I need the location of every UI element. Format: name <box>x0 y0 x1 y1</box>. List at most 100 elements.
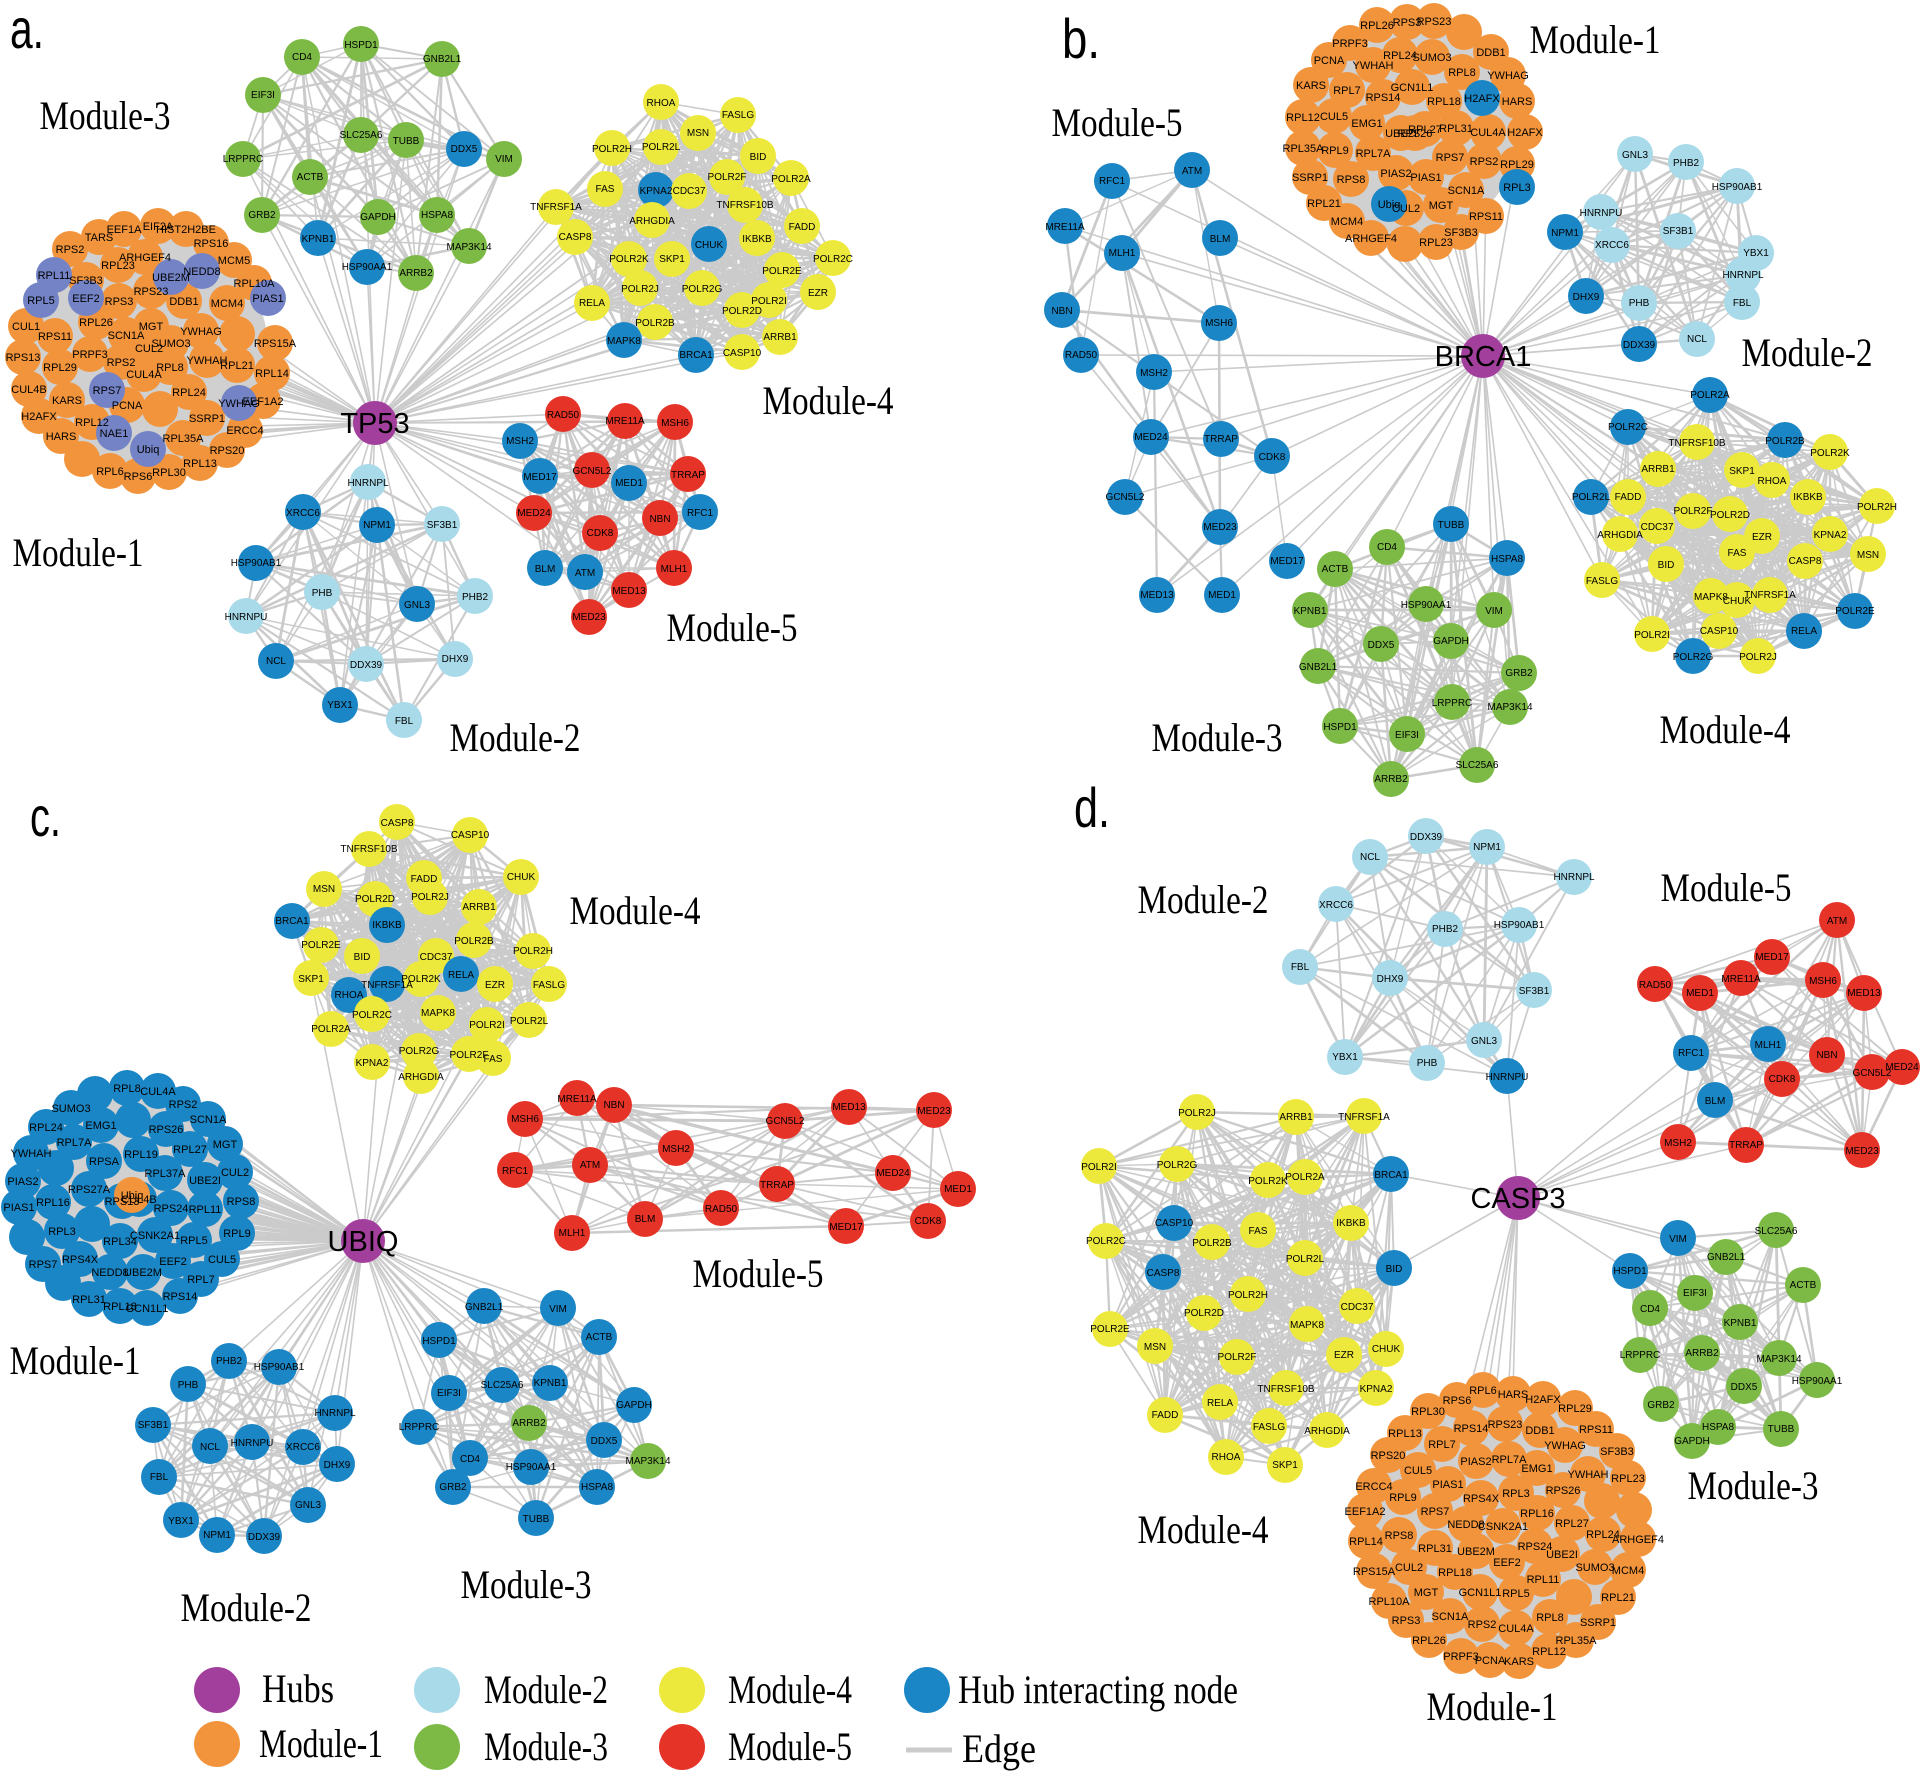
svg-text:RPS7: RPS7 <box>1421 1506 1450 1518</box>
svg-text:c.: c. <box>30 785 61 848</box>
svg-text:HNRNPU: HNRNPU <box>1486 1072 1529 1083</box>
svg-text:BRCA1: BRCA1 <box>1374 1170 1408 1181</box>
svg-text:RAD50: RAD50 <box>1065 350 1098 361</box>
svg-text:POLR2J: POLR2J <box>1739 652 1777 663</box>
svg-text:BRCA1: BRCA1 <box>679 350 713 361</box>
svg-text:ARRB1: ARRB1 <box>1641 464 1675 475</box>
svg-text:GNB2L1: GNB2L1 <box>465 1302 504 1313</box>
svg-text:MCM5: MCM5 <box>218 255 250 267</box>
svg-text:NCL: NCL <box>266 656 286 667</box>
svg-text:RPL10A: RPL10A <box>234 278 276 290</box>
svg-text:ARRB1: ARRB1 <box>462 902 496 913</box>
svg-text:RPL8: RPL8 <box>113 1083 141 1095</box>
svg-text:VIM: VIM <box>1485 606 1503 617</box>
svg-text:CD4: CD4 <box>1640 1304 1660 1315</box>
svg-text:RFC1: RFC1 <box>502 1166 529 1177</box>
svg-text:Ubiq: Ubiq <box>1378 199 1401 211</box>
svg-text:IKBKB: IKBKB <box>742 234 772 245</box>
svg-text:MSN: MSN <box>1857 550 1879 561</box>
svg-text:RPS2: RPS2 <box>1470 156 1499 168</box>
svg-text:Module-3: Module-3 <box>1152 715 1283 760</box>
svg-text:HSPA8: HSPA8 <box>1702 1422 1734 1433</box>
svg-text:RELA: RELA <box>579 298 605 309</box>
svg-text:Module-3: Module-3 <box>484 1724 608 1769</box>
svg-text:SUMO3: SUMO3 <box>1575 1562 1614 1574</box>
svg-text:CUL4A: CUL4A <box>1498 1623 1534 1635</box>
svg-text:RPSA: RPSA <box>89 1156 120 1168</box>
svg-text:CUL5: CUL5 <box>208 1254 236 1266</box>
svg-text:RELA: RELA <box>1791 626 1817 637</box>
svg-text:FAS: FAS <box>1249 1226 1268 1237</box>
svg-text:ARHGEF4: ARHGEF4 <box>1345 233 1397 245</box>
svg-text:MED17: MED17 <box>523 472 557 483</box>
svg-text:SF3B3: SF3B3 <box>1600 1446 1634 1458</box>
svg-text:SF3B1: SF3B1 <box>1663 226 1694 237</box>
svg-text:GNL3: GNL3 <box>404 600 431 611</box>
svg-text:RPL11: RPL11 <box>38 270 71 282</box>
svg-text:RPS20: RPS20 <box>210 445 245 457</box>
svg-text:EEF1A2: EEF1A2 <box>1345 1506 1386 1518</box>
svg-text:RHOA: RHOA <box>335 990 364 1001</box>
svg-text:POLR2E: POLR2E <box>1090 1324 1130 1335</box>
svg-text:RPS11: RPS11 <box>1469 211 1503 223</box>
svg-text:RPL5: RPL5 <box>180 1235 208 1247</box>
svg-text:RPL14: RPL14 <box>1349 1536 1383 1548</box>
svg-text:Module-1: Module-1 <box>10 1338 141 1383</box>
svg-text:LRPPRC: LRPPRC <box>1432 698 1473 709</box>
svg-text:FASLG: FASLG <box>1586 576 1618 587</box>
svg-text:CASP10: CASP10 <box>1700 626 1739 637</box>
svg-text:SLC25A6: SLC25A6 <box>1456 760 1499 771</box>
svg-text:BLM: BLM <box>635 1214 656 1225</box>
svg-text:BID: BID <box>1386 1264 1403 1275</box>
svg-text:KPNB1: KPNB1 <box>1294 606 1327 617</box>
svg-text:RPL7A: RPL7A <box>57 1137 93 1149</box>
svg-text:HNRNPU: HNRNPU <box>225 612 268 623</box>
svg-text:YBX1: YBX1 <box>168 1516 194 1527</box>
svg-text:RPL37A: RPL37A <box>145 1168 187 1180</box>
svg-text:POLR2A: POLR2A <box>771 174 811 185</box>
svg-text:TARS: TARS <box>85 232 114 244</box>
svg-text:CASP8: CASP8 <box>1147 1268 1180 1279</box>
svg-text:ARRB2: ARRB2 <box>1685 1348 1719 1359</box>
svg-text:Module-5: Module-5 <box>1052 100 1183 145</box>
svg-text:POLR2D: POLR2D <box>722 306 762 317</box>
svg-text:POLR2I: POLR2I <box>469 1020 505 1031</box>
svg-text:NBN: NBN <box>603 1100 624 1111</box>
svg-text:RPL18: RPL18 <box>1438 1567 1472 1579</box>
svg-text:SSRP1: SSRP1 <box>189 413 225 425</box>
svg-text:RPS14: RPS14 <box>1366 92 1401 104</box>
svg-text:Module-4: Module-4 <box>728 1667 852 1712</box>
svg-text:DDX39: DDX39 <box>1623 340 1656 351</box>
svg-text:TNFRSF10B: TNFRSF10B <box>1668 438 1726 449</box>
svg-text:YWHAH: YWHAH <box>11 1148 52 1160</box>
svg-text:RPL27: RPL27 <box>1555 1518 1589 1530</box>
svg-text:Module-2: Module-2 <box>1742 330 1873 375</box>
svg-text:HSPD1: HSPD1 <box>1613 1266 1647 1277</box>
svg-text:MCM4: MCM4 <box>1612 1565 1644 1577</box>
svg-text:MGT: MGT <box>139 321 164 333</box>
svg-text:SSRP1: SSRP1 <box>1292 172 1328 184</box>
svg-text:HSPA8: HSPA8 <box>581 1482 613 1493</box>
svg-text:SCN1A: SCN1A <box>108 330 145 342</box>
svg-text:POLR2I: POLR2I <box>1634 630 1670 641</box>
svg-text:RPL31: RPL31 <box>1439 123 1473 135</box>
svg-text:CASP10: CASP10 <box>723 348 762 359</box>
svg-text:POLR2A: POLR2A <box>311 1024 351 1035</box>
svg-text:CUL2: CUL2 <box>1392 203 1420 215</box>
svg-text:GRB2: GRB2 <box>439 1482 467 1493</box>
svg-text:RPS24: RPS24 <box>1518 1541 1553 1553</box>
svg-text:TNFRSF1A: TNFRSF1A <box>530 202 582 213</box>
svg-text:RPL30: RPL30 <box>152 467 186 479</box>
svg-text:POLR2D: POLR2D <box>1710 510 1750 521</box>
svg-text:UBIQ: UBIQ <box>328 1226 399 1258</box>
svg-text:TUBB: TUBB <box>1768 1424 1795 1435</box>
svg-text:XRCC6: XRCC6 <box>286 508 320 519</box>
svg-text:RPL23: RPL23 <box>1419 237 1453 249</box>
svg-text:RPL26: RPL26 <box>1360 20 1394 32</box>
svg-text:SUMO3: SUMO3 <box>51 1103 90 1115</box>
svg-text:POLR2L: POLR2L <box>642 142 681 153</box>
svg-text:PHB2: PHB2 <box>216 1356 243 1367</box>
svg-text:RPL35A: RPL35A <box>1283 143 1325 155</box>
svg-text:ARHGDIA: ARHGDIA <box>1597 530 1643 541</box>
svg-text:HSP90AB1: HSP90AB1 <box>231 558 282 569</box>
